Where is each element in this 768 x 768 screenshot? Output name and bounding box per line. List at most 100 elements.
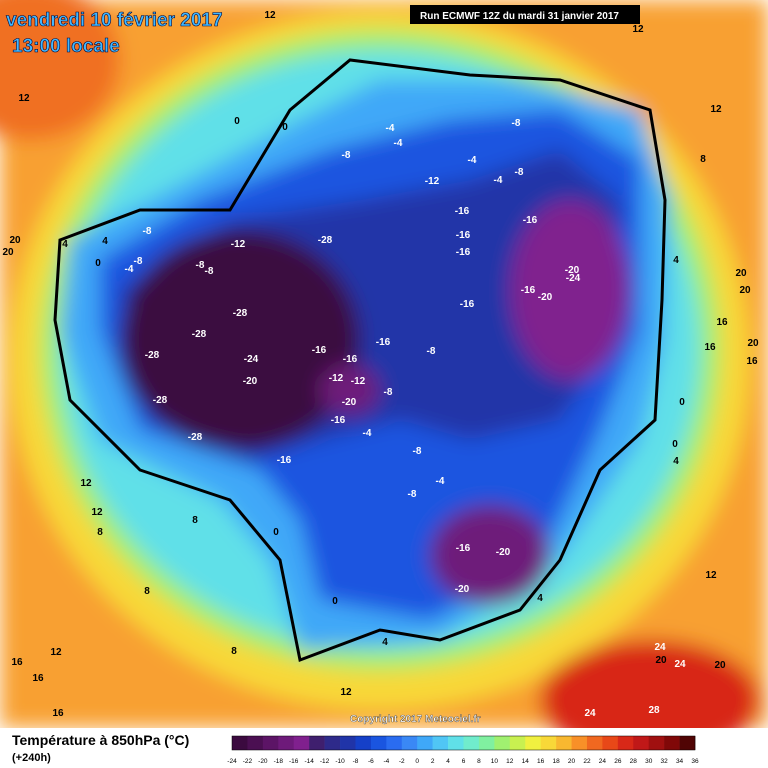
contour-label: -20 (538, 292, 553, 303)
colorbar-tick-label: -18 (274, 758, 284, 765)
contour-label: -28 (145, 350, 160, 361)
contour-label: 20 (655, 655, 667, 666)
contour-label: -12 (425, 176, 440, 187)
contour-label: -16 (343, 354, 358, 365)
colorbar-tick-label: -24 (227, 758, 237, 765)
colorbar-tick-label: 16 (537, 758, 545, 765)
contour-label: 20 (714, 660, 726, 671)
colorbar-tick-label: -8 (353, 758, 359, 765)
contour-label: 8 (231, 646, 237, 657)
contour-label: -4 (125, 264, 134, 275)
colorbar-swatch (355, 736, 372, 750)
contour-label: 12 (50, 647, 62, 658)
contour-labels: -28-28-28-28-28-28-24-24-20-20-20-20-20-… (2, 10, 759, 719)
contour-label: 4 (673, 456, 679, 467)
zero-isotherm (53, 58, 667, 663)
colorbar-swatch (370, 736, 387, 750)
contour-label: 0 (234, 116, 240, 127)
colorbar-tick-label: 12 (506, 758, 514, 765)
contour-label: -8 (512, 118, 521, 129)
contour-label: -8 (205, 266, 214, 277)
colorbar-tick-label: 28 (630, 758, 638, 765)
colorbar-swatch (293, 736, 310, 750)
contour-label: 0 (679, 397, 685, 408)
colorbar-tick-label: 20 (568, 758, 576, 765)
colorbar-swatch (602, 736, 619, 750)
contour-label: 12 (264, 10, 276, 21)
contour-label: -16 (455, 206, 470, 217)
colorbar-swatch (494, 736, 511, 750)
contour-label: 12 (80, 478, 92, 489)
colorbar-swatch (432, 736, 449, 750)
colorbar-tick-label: 4 (446, 758, 450, 765)
colorbar-swatch (324, 736, 341, 750)
colorbar-tick-label: 8 (477, 758, 481, 765)
colorbar-tick-label: -16 (289, 758, 299, 765)
contour-label: 24 (654, 642, 666, 653)
legend-title: Température à 850hPa (°C) (12, 732, 189, 748)
contour-label: -8 (384, 387, 393, 398)
colorbar-swatch (417, 736, 433, 750)
contour-label: -16 (277, 455, 292, 466)
colorbar-tick-label: 32 (661, 758, 669, 765)
contour-label: 8 (144, 586, 150, 597)
contour-label: -20 (455, 584, 470, 595)
contour-label: 16 (704, 342, 716, 353)
colorbar-tick-label: 36 (691, 758, 699, 765)
contour-label: -8 (134, 256, 143, 267)
colorbar-swatch (509, 736, 526, 750)
contour-label: 20 (739, 285, 751, 296)
contour-label: -8 (515, 167, 524, 178)
colorbar-swatch (247, 736, 264, 750)
colorbar-tick-label: -20 (258, 758, 268, 765)
colorbar-tick-label: 14 (522, 758, 530, 765)
contour-label: 4 (537, 593, 543, 604)
contour-label: 0 (95, 258, 101, 269)
contour-label: 12 (340, 687, 352, 698)
run-label: Run ECMWF 12Z du mardi 31 janvier 2017 (420, 11, 619, 22)
colorbar-tick-label: 2 (431, 758, 435, 765)
colorbar-swatch (262, 736, 279, 750)
subtitle: 13:00 locale (12, 36, 120, 57)
contour-label: -12 (351, 376, 366, 387)
colorbar-tick-label: 22 (583, 758, 591, 765)
colorbar-tick-label: 10 (491, 758, 499, 765)
contour-label: 24 (584, 708, 596, 719)
contour-label: -28 (188, 432, 203, 443)
contour-label: -16 (523, 215, 538, 226)
contour-label: -28 (318, 235, 333, 246)
contour-label: -12 (329, 373, 344, 384)
contour-label: 16 (32, 673, 44, 684)
contour-label: -4 (436, 476, 445, 487)
colorbar-swatch (401, 736, 418, 750)
colorbar-swatch (525, 736, 541, 750)
contour-label: -4 (363, 428, 372, 439)
contour-label: -24 (566, 273, 581, 284)
contour-label: -16 (521, 285, 536, 296)
contour-label: -20 (243, 376, 258, 387)
colorbar-tick-label: 30 (645, 758, 653, 765)
contour-label: -16 (331, 415, 346, 426)
colorbar-tick-label: -14 (304, 758, 314, 765)
colorbar-swatch (463, 736, 480, 750)
contour-label: 16 (746, 356, 758, 367)
colorbar-swatch (648, 736, 665, 750)
contour-label: 0 (332, 596, 338, 607)
contour-label: -28 (153, 395, 168, 406)
contour-label: 0 (273, 527, 279, 538)
contour-label: 0 (672, 439, 678, 450)
title: vendredi 10 février 2017 (6, 10, 223, 31)
contour-label: -20 (342, 397, 357, 408)
contour-label: 16 (11, 657, 23, 668)
colorbar-swatch (232, 736, 248, 750)
contour-label: 20 (747, 338, 759, 349)
contour-label: 12 (705, 570, 717, 581)
copyright: Copyright 2017 Meteociel.fr (350, 714, 481, 725)
contour-label: -4 (386, 123, 395, 134)
colorbar-frame (231, 735, 696, 751)
colorbar-swatch (386, 736, 403, 750)
contour-label: 8 (97, 527, 103, 538)
colorbar-tick-label: 6 (462, 758, 466, 765)
